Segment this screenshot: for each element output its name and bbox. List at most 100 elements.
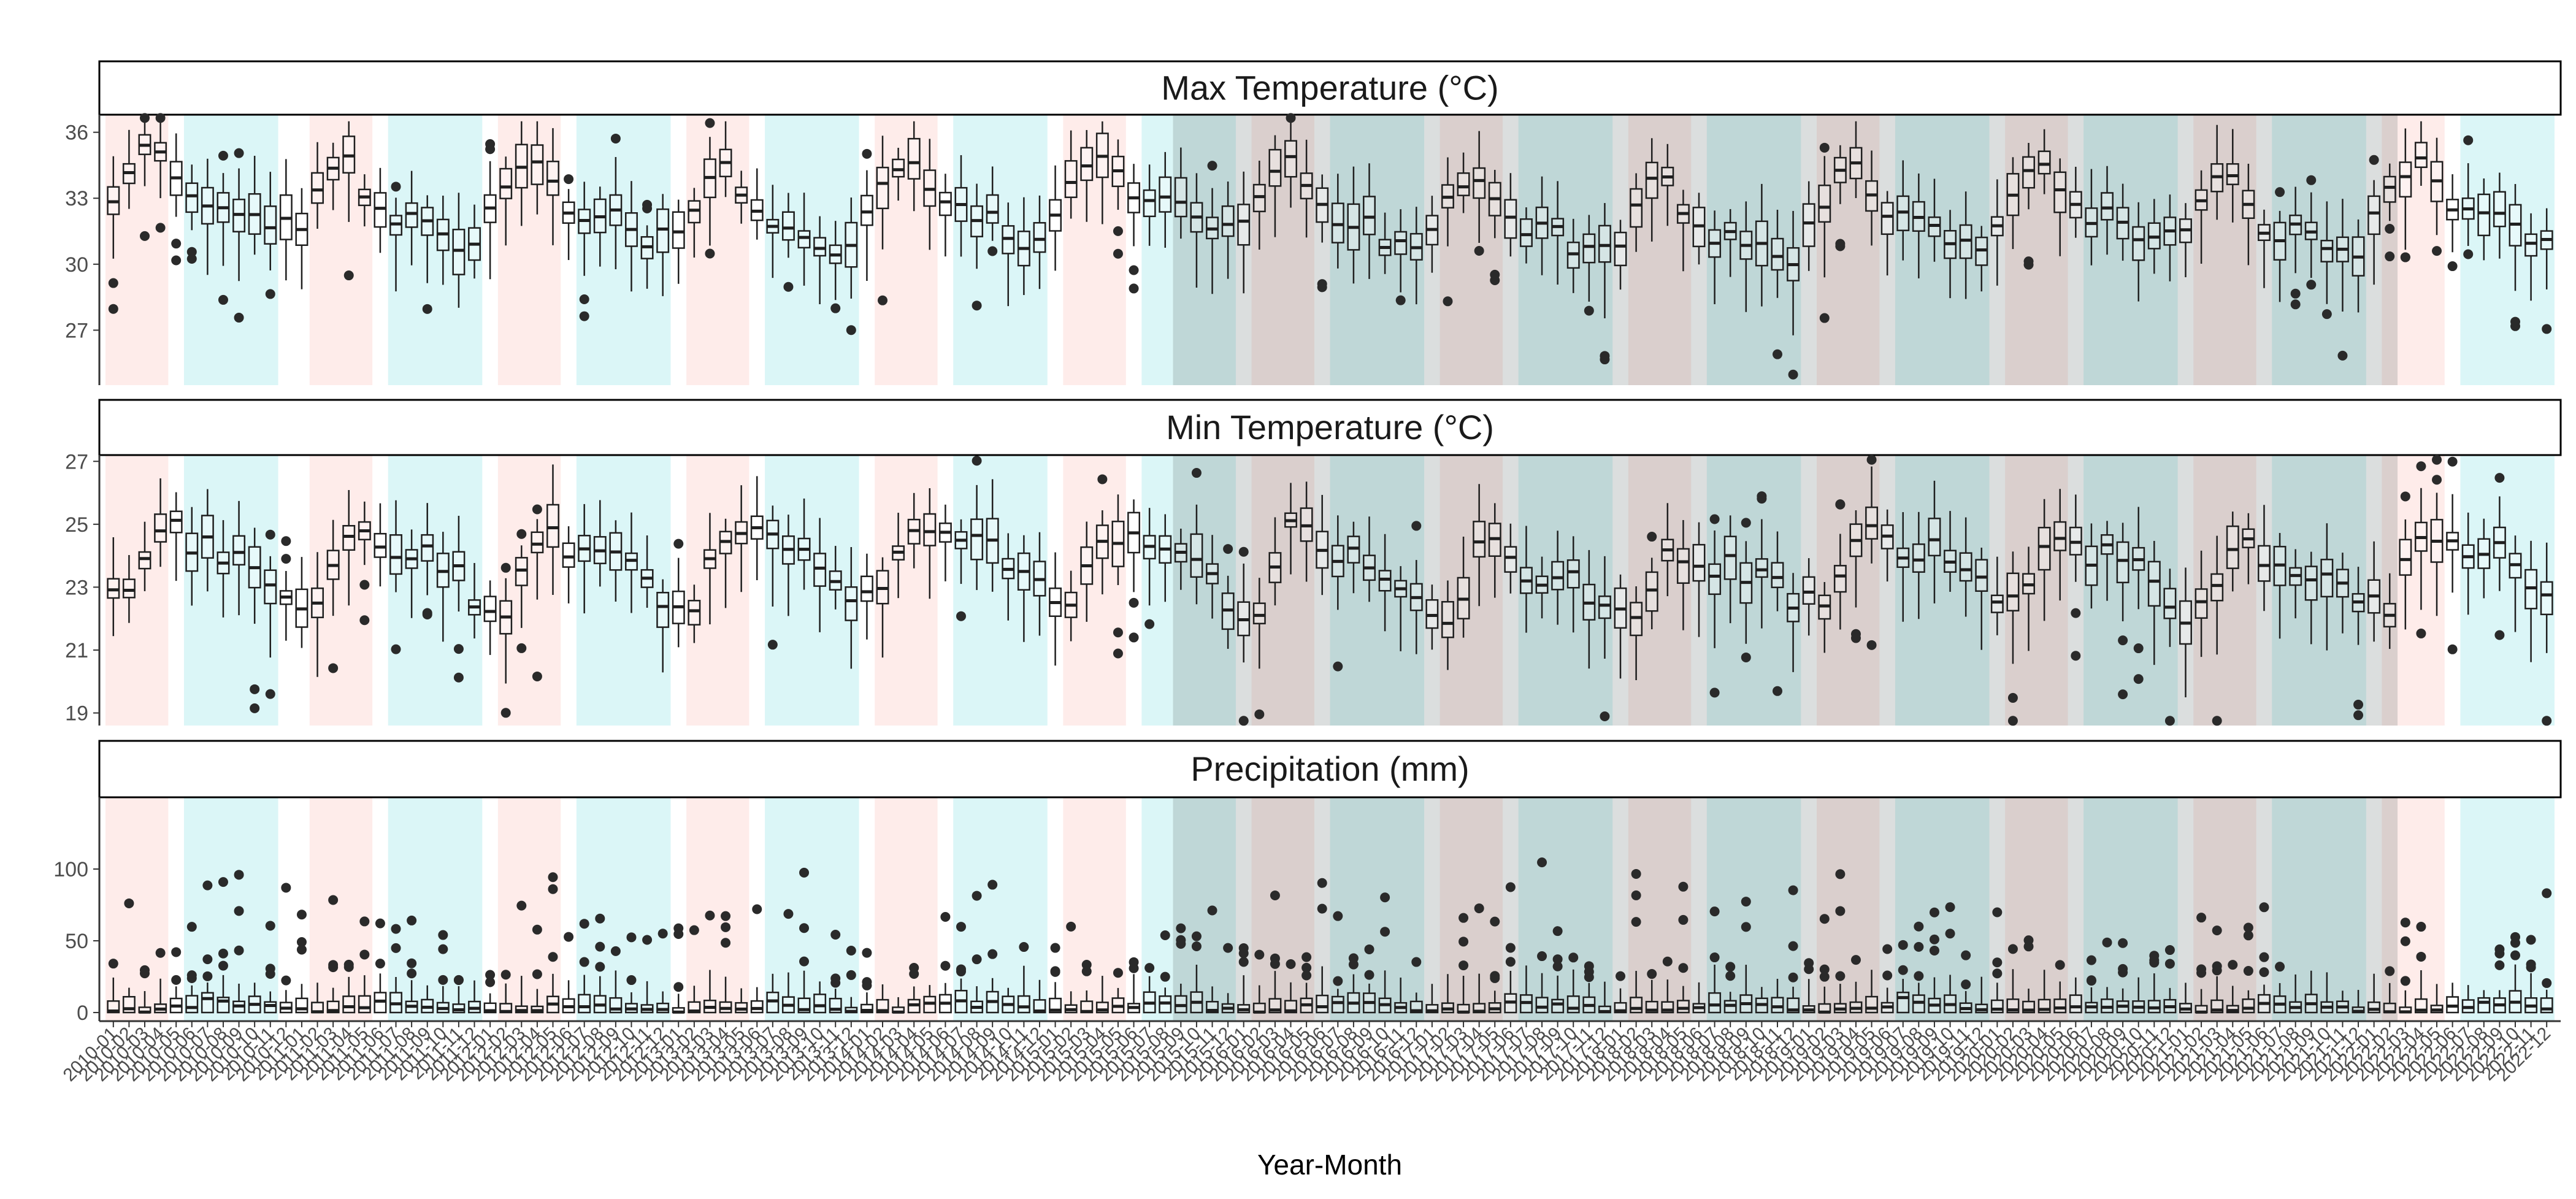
box-tmax-2013-9 <box>797 193 811 286</box>
shade-band-cool <box>1518 115 1613 385</box>
box-prcp-2015-6 <box>1127 957 1141 1014</box>
outlier-point <box>1819 142 1830 153</box>
box-tmax-2011-6 <box>374 167 387 253</box>
outlier-point <box>1600 711 1610 721</box>
x-axis-layer: 2010-012010-022010-032010-042010-052010-… <box>59 1020 2561 1086</box>
outlier-point <box>1443 296 1453 307</box>
outlier-point <box>1317 878 1327 888</box>
box-tmax-2020-2 <box>2006 157 2020 250</box>
box-tmin-2022-12 <box>2540 542 2553 726</box>
shade-band-cool <box>2460 115 2555 385</box>
outlier-point <box>1914 941 1924 952</box>
outlier-point <box>2007 692 2018 703</box>
outlier-point <box>1725 962 1736 972</box>
shade-band-warm <box>309 115 373 385</box>
shade-band-warm <box>1439 115 1503 385</box>
outlier-point <box>2400 252 2410 262</box>
shade-band-warm <box>1628 797 1692 1021</box>
outlier-point <box>2023 941 2034 952</box>
outlier-point <box>1019 942 1029 952</box>
outlier-point <box>218 948 228 959</box>
box-prcp-2016-2 <box>1252 949 1266 1014</box>
box-prcp-2019-3 <box>1833 869 1847 1014</box>
box-tmin-2010-4 <box>154 478 167 567</box>
outlier-point <box>1207 161 1217 171</box>
outlier-point <box>2416 461 2426 472</box>
outlier-point <box>2196 913 2207 923</box>
y-tick-label: 23 <box>65 576 88 599</box>
outlier-point <box>721 938 731 948</box>
outlier-point <box>391 943 401 953</box>
outlier-point <box>1819 964 1830 975</box>
box-tmax-2012-10 <box>625 181 638 292</box>
box-tmax-2016-11 <box>1394 209 1408 305</box>
box-prcp-2013-6 <box>750 904 764 1014</box>
box-prcp-2019-6 <box>1880 944 1894 1014</box>
box-tmin-2012-1 <box>483 580 497 655</box>
outlier-point <box>548 952 558 962</box>
outlier-point <box>1929 934 1939 944</box>
box-prcp-2021-4 <box>2226 960 2239 1014</box>
outlier-point <box>359 580 370 590</box>
outlier-point <box>1144 619 1155 629</box>
shade-band-warm <box>1251 455 1314 726</box>
box-prcp-2017-2 <box>1441 974 1454 1014</box>
outlier-point <box>1819 914 1830 924</box>
shade-band-cool <box>576 455 671 726</box>
box-tmax-2016-10 <box>1378 212 1392 274</box>
outlier-point <box>1850 633 1861 643</box>
box-prcp-2021-12 <box>2352 990 2365 1014</box>
box-prcp-2022-11 <box>2524 935 2538 1014</box>
outlier-point <box>987 949 998 959</box>
box-tmax-2019-10 <box>1944 210 1957 299</box>
box-tmax-2016-5 <box>1300 139 1313 238</box>
box-tmax-2011-7 <box>389 182 402 292</box>
box-prcp-2011-8 <box>405 915 418 1014</box>
box-tmax-2014-2 <box>876 136 889 305</box>
outlier-point <box>1176 923 1186 933</box>
outlier-point <box>1176 935 1186 945</box>
outlier-point <box>1961 979 1971 990</box>
outlier-point <box>689 925 699 935</box>
y-tick-label: 0 <box>77 1002 88 1025</box>
outlier-point <box>1961 950 1971 960</box>
box-prcp-2011-1 <box>295 910 309 1014</box>
outlier-point <box>2306 175 2317 185</box>
outlier-point <box>657 929 668 939</box>
outlier-point <box>1113 648 1123 659</box>
outlier-point <box>862 948 872 958</box>
shade-band-cool <box>953 115 1048 385</box>
outlier-point <box>375 918 385 929</box>
box-tmin-2013-5 <box>735 485 748 592</box>
box-tmin-2015-9 <box>1174 528 1187 590</box>
box-tmax-2012-12 <box>656 194 670 296</box>
shade-band-cool <box>2083 455 2178 726</box>
outlier-point <box>1552 926 1563 937</box>
outlier-point <box>155 223 166 233</box>
box-prcp-2022-10 <box>2509 932 2522 1014</box>
box-prcp-2010-9 <box>232 870 246 1014</box>
outlier-point <box>1286 959 1296 970</box>
box-prcp-2021-2 <box>2195 913 2208 1014</box>
box-tmin-2012-9 <box>609 520 623 602</box>
outlier-point <box>1223 544 1233 554</box>
box-prcp-2015-3 <box>1080 960 1094 1014</box>
outlier-point <box>1725 971 1736 981</box>
outlier-point <box>2228 960 2238 970</box>
outlier-point <box>940 912 951 922</box>
box-prcp-2016-4 <box>1284 959 1297 1014</box>
box-prcp-2018-3 <box>1645 969 1658 1014</box>
box-tmax-2014-11 <box>1017 197 1030 296</box>
box-tmax-2020-5 <box>2053 158 2067 256</box>
outlier-point <box>1772 686 1782 696</box>
outlier-point <box>1490 275 1500 285</box>
box-prcp-2012-4 <box>531 924 544 1014</box>
outlier-point <box>1191 941 1202 952</box>
box-prcp-2015-9 <box>1174 923 1187 1014</box>
box-tmin-2010-9 <box>232 500 246 616</box>
box-tmax-2013-1 <box>672 199 685 284</box>
outlier-point <box>673 982 684 992</box>
shade-band-cool <box>1518 455 1613 726</box>
outlier-point <box>1317 903 1327 914</box>
shade-band-warm <box>105 797 169 1021</box>
